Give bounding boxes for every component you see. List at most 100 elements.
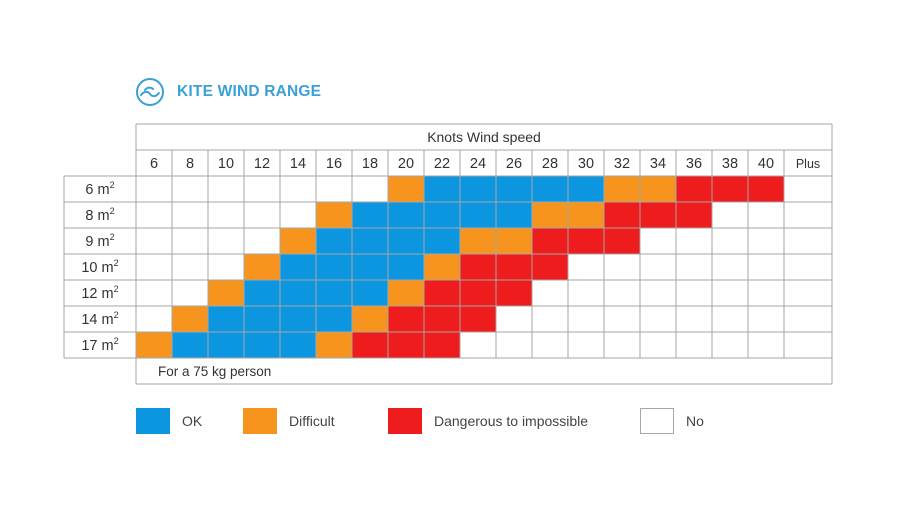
row-label: 8 m2 [85, 206, 114, 224]
chart-header: KITE WIND RANGE [135, 77, 321, 107]
table-cell [460, 254, 496, 280]
table-cell [244, 202, 280, 228]
table-cell [460, 280, 496, 306]
tick-label: 30 [578, 156, 594, 172]
tick-label: 28 [542, 156, 558, 172]
table-cell [496, 176, 532, 202]
row-label-superscript: 2 [114, 336, 119, 346]
table-cell [172, 228, 208, 254]
table-cell [712, 202, 748, 228]
table-cell [496, 280, 532, 306]
table-cell [604, 202, 640, 228]
table-cell [136, 280, 172, 306]
table-cell [244, 280, 280, 306]
table-cell [208, 228, 244, 254]
table-cell [568, 202, 604, 228]
table-cell [748, 280, 784, 306]
table-cell [676, 332, 712, 358]
table-cell [604, 228, 640, 254]
row-label-superscript: 2 [114, 258, 119, 268]
table-cell [784, 332, 832, 358]
table-cell [568, 306, 604, 332]
table-cell [172, 202, 208, 228]
table-cell [712, 306, 748, 332]
table-cell [784, 202, 832, 228]
table-cell [604, 332, 640, 358]
table-cell [532, 228, 568, 254]
legend-item: Dangerous to impossible [388, 408, 588, 434]
table-cell [280, 176, 316, 202]
table-cell [640, 332, 676, 358]
table-cell [352, 306, 388, 332]
tick-label: 6 [150, 156, 158, 172]
tick-label: 24 [470, 156, 486, 172]
tick-label: 18 [362, 156, 378, 172]
row-label: 9 m2 [85, 232, 114, 250]
table-cell [244, 176, 280, 202]
tick-label: 20 [398, 156, 414, 172]
table-cell [460, 202, 496, 228]
table-cell [388, 280, 424, 306]
row-label-superscript: 2 [110, 206, 115, 216]
table-cell [712, 228, 748, 254]
axis-label: Knots Wind speed [427, 129, 541, 145]
table-cell [712, 254, 748, 280]
row-label: 17 m2 [81, 336, 118, 354]
table-cell [316, 228, 352, 254]
tick-label: 12 [254, 156, 270, 172]
table-cell [316, 332, 352, 358]
wave-circle-icon [136, 78, 164, 106]
table-cell [640, 202, 676, 228]
row-label: 14 m2 [81, 310, 118, 328]
row-label: 10 m2 [81, 258, 118, 276]
table-cell [460, 332, 496, 358]
table-cell [388, 254, 424, 280]
table-cell [676, 228, 712, 254]
table-cell [532, 280, 568, 306]
table-cell [676, 176, 712, 202]
table-cell [208, 332, 244, 358]
table-cell [676, 280, 712, 306]
table-cell [532, 332, 568, 358]
table-cell [532, 306, 568, 332]
table-cell [748, 332, 784, 358]
table-cell [640, 228, 676, 254]
legend-label: No [686, 413, 704, 429]
tick-label: 14 [290, 156, 306, 172]
table-cell [496, 254, 532, 280]
legend: OK Difficult Dangerous to impossible No [0, 408, 900, 434]
table-cell [712, 280, 748, 306]
table-cell [352, 202, 388, 228]
chart-title: KITE WIND RANGE [177, 83, 322, 100]
table-cell [316, 306, 352, 332]
table-cell [568, 280, 604, 306]
table-cell [424, 332, 460, 358]
table-cell [316, 280, 352, 306]
legend-swatch [136, 408, 170, 434]
row-label-superscript: 2 [114, 284, 119, 294]
table-cell [172, 306, 208, 332]
table-cell [208, 176, 244, 202]
table-cell [640, 176, 676, 202]
table-cell [460, 306, 496, 332]
table-cell [604, 176, 640, 202]
table-cell [676, 254, 712, 280]
table-cell [748, 228, 784, 254]
table-cell [604, 280, 640, 306]
table-cell [424, 228, 460, 254]
table-cell [244, 306, 280, 332]
table-cell [208, 306, 244, 332]
table-cell [748, 202, 784, 228]
legend-label: Dangerous to impossible [434, 413, 589, 429]
table-cell [136, 332, 172, 358]
table-cell [784, 228, 832, 254]
table-cell [388, 202, 424, 228]
table-cell [532, 176, 568, 202]
legend-swatch [243, 408, 277, 434]
legend-swatch [640, 408, 674, 434]
row-label: 12 m2 [81, 284, 118, 302]
table-cell [172, 332, 208, 358]
table-cell [208, 254, 244, 280]
table-cell [532, 254, 568, 280]
